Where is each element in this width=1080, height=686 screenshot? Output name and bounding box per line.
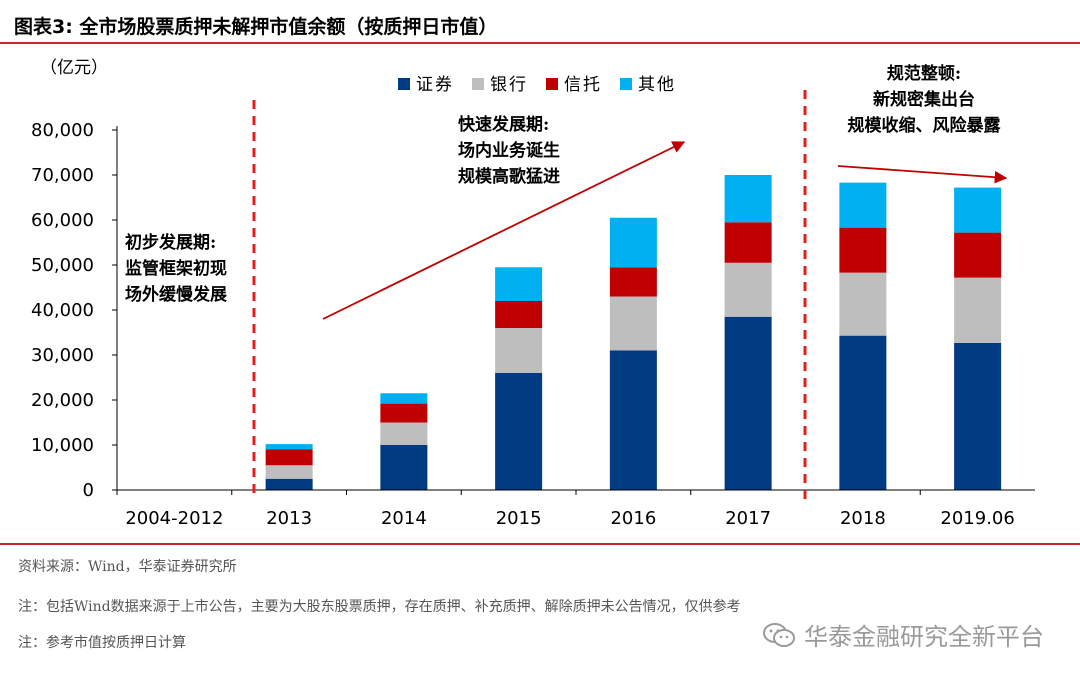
x-tick-label: 2016	[610, 508, 656, 529]
phase1-label: 初步发展期:	[125, 232, 216, 253]
bar-segment	[724, 222, 772, 263]
bar-segment	[495, 373, 543, 490]
x-tick-label: 2014	[381, 508, 427, 529]
bar-segment	[954, 277, 1002, 343]
phase3-label: 新规密集出台	[873, 89, 975, 110]
bar-segment	[495, 267, 543, 301]
bar-segment	[609, 267, 657, 297]
x-tick-label: 2019.06	[940, 508, 1014, 529]
y-tick-label: 60,000	[31, 210, 94, 231]
phase1-label: 场外缓慢发展	[125, 284, 227, 305]
bars	[265, 175, 1002, 490]
bar-segment	[839, 182, 887, 228]
bar-segment	[265, 465, 313, 479]
x-tick-label: 2004-2012	[125, 508, 223, 529]
bar-segment	[724, 262, 772, 317]
legend-swatch	[546, 78, 558, 90]
source-note: 资料来源：Wind，华泰证券研究所	[18, 559, 237, 575]
bar-segment	[380, 403, 428, 423]
growth-arrow	[322, 141, 686, 320]
bar-segment	[380, 393, 428, 404]
bar-segment	[954, 187, 1002, 233]
contraction-arrow	[837, 165, 1008, 184]
bar-segment	[954, 342, 1002, 490]
bar-segment	[609, 217, 657, 268]
y-tick-label: 50,000	[31, 255, 94, 276]
bar-segment	[954, 232, 1002, 278]
bar-segment	[380, 422, 428, 445]
bar-segment	[265, 444, 313, 450]
phase1-label: 监管框架初现	[125, 258, 227, 279]
legend-swatch	[620, 78, 632, 90]
bar-segment	[839, 227, 887, 273]
footer-divider	[0, 543, 1080, 545]
chart-title: 图表3: 全市场股票质押未解押市值余额（按质押日市值）	[14, 16, 498, 38]
bar-segment	[724, 316, 772, 490]
bar-segment	[839, 272, 887, 336]
x-tick-label: 2018	[840, 508, 886, 529]
y-tick-label: 10,000	[31, 435, 94, 456]
legend-label: 信托	[564, 75, 602, 95]
watermark: 华泰金融研究全新平台	[762, 617, 1044, 652]
stacked-bar-chart: （亿元） 证券 银行 信托 其他 0 10,000 20,000 30,000 40,000 5…	[31, 58, 1035, 529]
bar-segment	[724, 175, 772, 223]
y-tick-label: 80,000	[31, 120, 94, 141]
footnote-1: 注：包括Wind数据来源于上市公告，主要为大股东股票质押，存在质押、补充质押、解…	[18, 599, 741, 615]
bar-segment	[609, 350, 657, 490]
legend-label: 证券	[416, 75, 454, 95]
title-divider	[0, 42, 1080, 44]
y-tick-label: 20,000	[31, 390, 94, 411]
y-tick-label: 30,000	[31, 345, 94, 366]
phase3-label: 规范整顿:	[887, 63, 961, 84]
bar-segment	[265, 478, 313, 490]
y-tick-label: 40,000	[31, 300, 94, 321]
legend-label: 银行	[490, 75, 528, 95]
bar-segment	[265, 449, 313, 466]
phase2-label: 快速发展期:	[458, 114, 549, 135]
bar-segment	[495, 301, 543, 328]
x-tick-label: 2017	[725, 508, 771, 529]
wechat-icon	[763, 622, 795, 647]
x-tick-label: 2013	[266, 508, 312, 529]
bar-segment	[839, 335, 887, 490]
x-tick-label: 2015	[496, 508, 542, 529]
legend: 证券 银行 信托 其他	[398, 75, 676, 95]
legend-swatch	[472, 78, 484, 90]
legend-swatch	[398, 78, 410, 90]
y-axis: 0 10,000 20,000 30,000 40,000 50,000 60,000 70,…	[31, 120, 118, 501]
y-tick-label: 0	[83, 480, 94, 501]
footnote-2: 注：参考市值按质押日计算	[18, 635, 186, 651]
bar-segment	[380, 445, 428, 490]
phase3-label: 规模收缩、风险暴露	[848, 115, 1002, 136]
watermark-text: 华泰金融研究全新平台	[804, 623, 1044, 651]
phase2-label: 场内业务诞生	[458, 140, 560, 161]
y-tick-label: 70,000	[31, 165, 94, 186]
legend-label: 其他	[638, 75, 676, 95]
x-axis: 2004-2012 2013 2014 2015 2016 2017 2018 2019.06	[116, 489, 1035, 529]
bar-segment	[609, 296, 657, 351]
phase2-label: 规模高歌猛进	[458, 166, 560, 187]
y-unit-label: （亿元）	[40, 58, 108, 78]
bar-segment	[495, 328, 543, 373]
